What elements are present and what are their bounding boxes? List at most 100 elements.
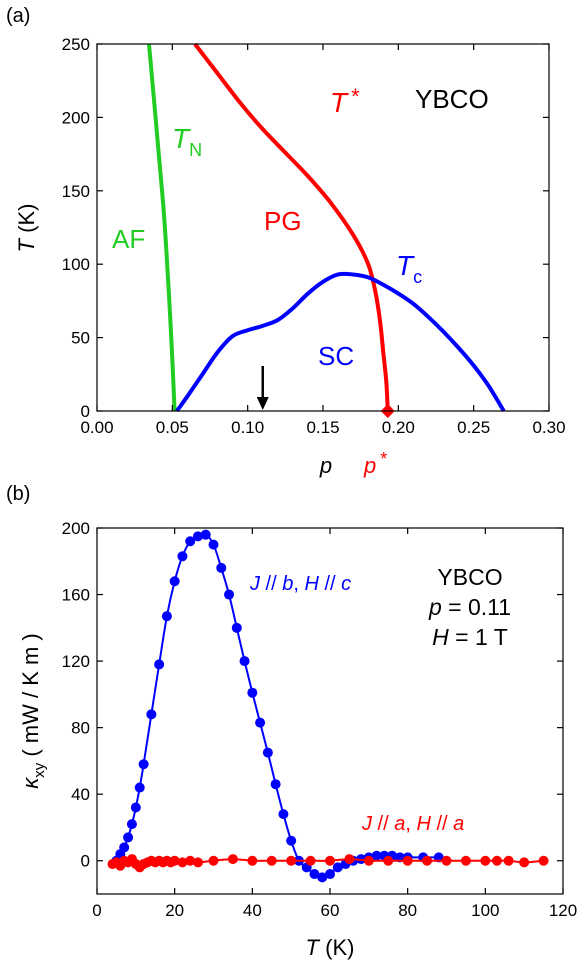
kxy-chart: 0 20 40 60 80 100 120 0 40 80 120 160 200 κxy ( mW /… — [18, 519, 577, 960]
point-jb-hc — [146, 709, 157, 720]
point-jb-hc — [123, 832, 134, 843]
point-jb-hc — [270, 779, 281, 790]
point-ja-ha — [519, 857, 530, 868]
phase-diagram-ytick-label: 150 — [62, 182, 90, 201]
pstar-label: p * — [363, 449, 387, 478]
kxy-xtick-label: 20 — [165, 901, 184, 920]
phase-diagram-xtick-label: 0.15 — [306, 418, 339, 437]
point-ja-ha — [480, 855, 491, 866]
point-jb-hc — [262, 747, 273, 758]
kxy-ytick-label: 0 — [81, 852, 90, 871]
material-label-b: YBCO — [437, 564, 502, 590]
point-jb-hc — [332, 862, 343, 873]
point-jb-hc — [278, 809, 289, 820]
kxy-xtick-label: 0 — [92, 901, 101, 920]
point-ja-ha — [227, 854, 238, 865]
kappa-subscript: xy — [31, 762, 48, 778]
phase-diagram-ytick-label: 50 — [71, 329, 90, 348]
point-jb-hc — [216, 562, 227, 573]
point-ja-ha — [503, 855, 514, 866]
point-jb-hc — [169, 576, 180, 587]
curve-tn — [146, 43, 177, 412]
point-jb-hc — [161, 611, 172, 622]
phase-diagram-xtick-label: 0.25 — [457, 418, 490, 437]
material-label-a: YBCO — [415, 84, 489, 114]
phase-diagram-ytick-label: 100 — [62, 255, 90, 274]
kxy-xtick-label: 100 — [471, 901, 499, 920]
point-ja-ha — [344, 854, 355, 865]
phase-diagram-ytick-label: 0 — [81, 402, 90, 421]
point-jb-hc — [317, 872, 328, 883]
kxy-ytick-label: 80 — [71, 719, 90, 738]
doping-label: p = 0.11 — [428, 594, 511, 620]
field-label: H = 1 T — [432, 624, 508, 650]
series-label-b-c: J // b, H // c — [249, 573, 351, 595]
kxy-xtick-label: 120 — [549, 901, 577, 920]
series-label-a-a: J // a, H // a — [361, 813, 464, 835]
tn-label: TN — [172, 123, 202, 160]
point-jb-hc — [371, 850, 382, 861]
point-jb-hc — [177, 551, 188, 562]
point-ja-ha — [491, 855, 502, 866]
phase-diagram-chart: 0.00 0.05 0.10 0.15 0.20 0.25 0.30 0 50 100 150 200… — [14, 35, 566, 478]
panel-label-b: (b) — [6, 483, 30, 505]
point-jb-hc — [134, 782, 145, 793]
kxy-xtick-label: 80 — [398, 901, 417, 920]
point-jb-hc — [126, 819, 137, 830]
point-ja-ha — [169, 855, 180, 866]
point-jb-hc — [231, 622, 242, 633]
point-jb-hc — [119, 842, 130, 853]
point-ja-ha — [363, 855, 374, 866]
kxy-series — [107, 529, 549, 883]
curve-t — [193, 42, 390, 412]
point-ja-ha — [422, 855, 433, 866]
point-jb-hc — [138, 759, 149, 770]
point-ja-ha — [208, 855, 219, 866]
point-ja-ha — [460, 855, 471, 866]
point-jb-hc — [185, 536, 196, 547]
phase-diagram-ytick-label: 200 — [62, 108, 90, 127]
point-jb-hc — [239, 656, 250, 667]
phase-diagram-ytick-label: 250 — [62, 35, 90, 54]
curve-tc — [175, 271, 506, 413]
af-label: AF — [112, 224, 145, 254]
p-arrow — [256, 366, 269, 410]
point-jb-hc — [286, 835, 297, 846]
kxy-xtick-label: 40 — [243, 901, 262, 920]
point-jb-hc — [247, 687, 258, 698]
panel-label-a: (a) — [6, 5, 30, 27]
tc-label: Tc — [396, 250, 422, 287]
kxy-ticks: 0 20 40 60 80 100 120 0 40 80 120 160 200 — [62, 519, 578, 920]
point-ja-ha — [305, 855, 316, 866]
tstar-label: T * — [330, 84, 360, 118]
point-jb-hc — [154, 659, 165, 670]
point-ja-ha — [247, 855, 258, 866]
point-jb-hc — [192, 531, 203, 542]
point-jb-hc — [309, 869, 320, 880]
point-ja-ha — [286, 855, 297, 866]
kxy-ytick-label: 120 — [62, 652, 90, 671]
point-jb-hc — [208, 539, 219, 550]
phase-diagram-xtick-label: 0.00 — [80, 418, 113, 437]
kxy-ytick-label: 200 — [62, 519, 90, 538]
kxy-xlabel: T (K) — [306, 935, 355, 960]
kxy-xtick-label: 60 — [321, 901, 340, 920]
point-ja-ha — [185, 855, 196, 866]
kxy-ytick-label: 40 — [71, 785, 90, 804]
phase-diagram-xlabel: p — [319, 453, 332, 478]
kxy-ylabel: κxy ( mW / K m ) — [18, 633, 48, 789]
p-arrow-head — [256, 397, 269, 410]
phase-diagram-ylabel: T (K) — [14, 204, 39, 253]
point-ja-ha — [266, 855, 277, 866]
phase-diagram-series — [146, 42, 506, 418]
phase-diagram-xtick-label: 0.30 — [532, 418, 565, 437]
kappa-symbol: κ — [18, 777, 43, 789]
point-jb-hc — [325, 869, 335, 880]
point-jb-hc — [200, 529, 211, 540]
kappa-units: ( mW / K m ) — [18, 633, 43, 763]
point-ja-ha — [383, 855, 394, 866]
point-ja-ha — [325, 855, 335, 866]
sc-label: SC — [318, 341, 354, 371]
point-ja-ha — [441, 855, 452, 866]
